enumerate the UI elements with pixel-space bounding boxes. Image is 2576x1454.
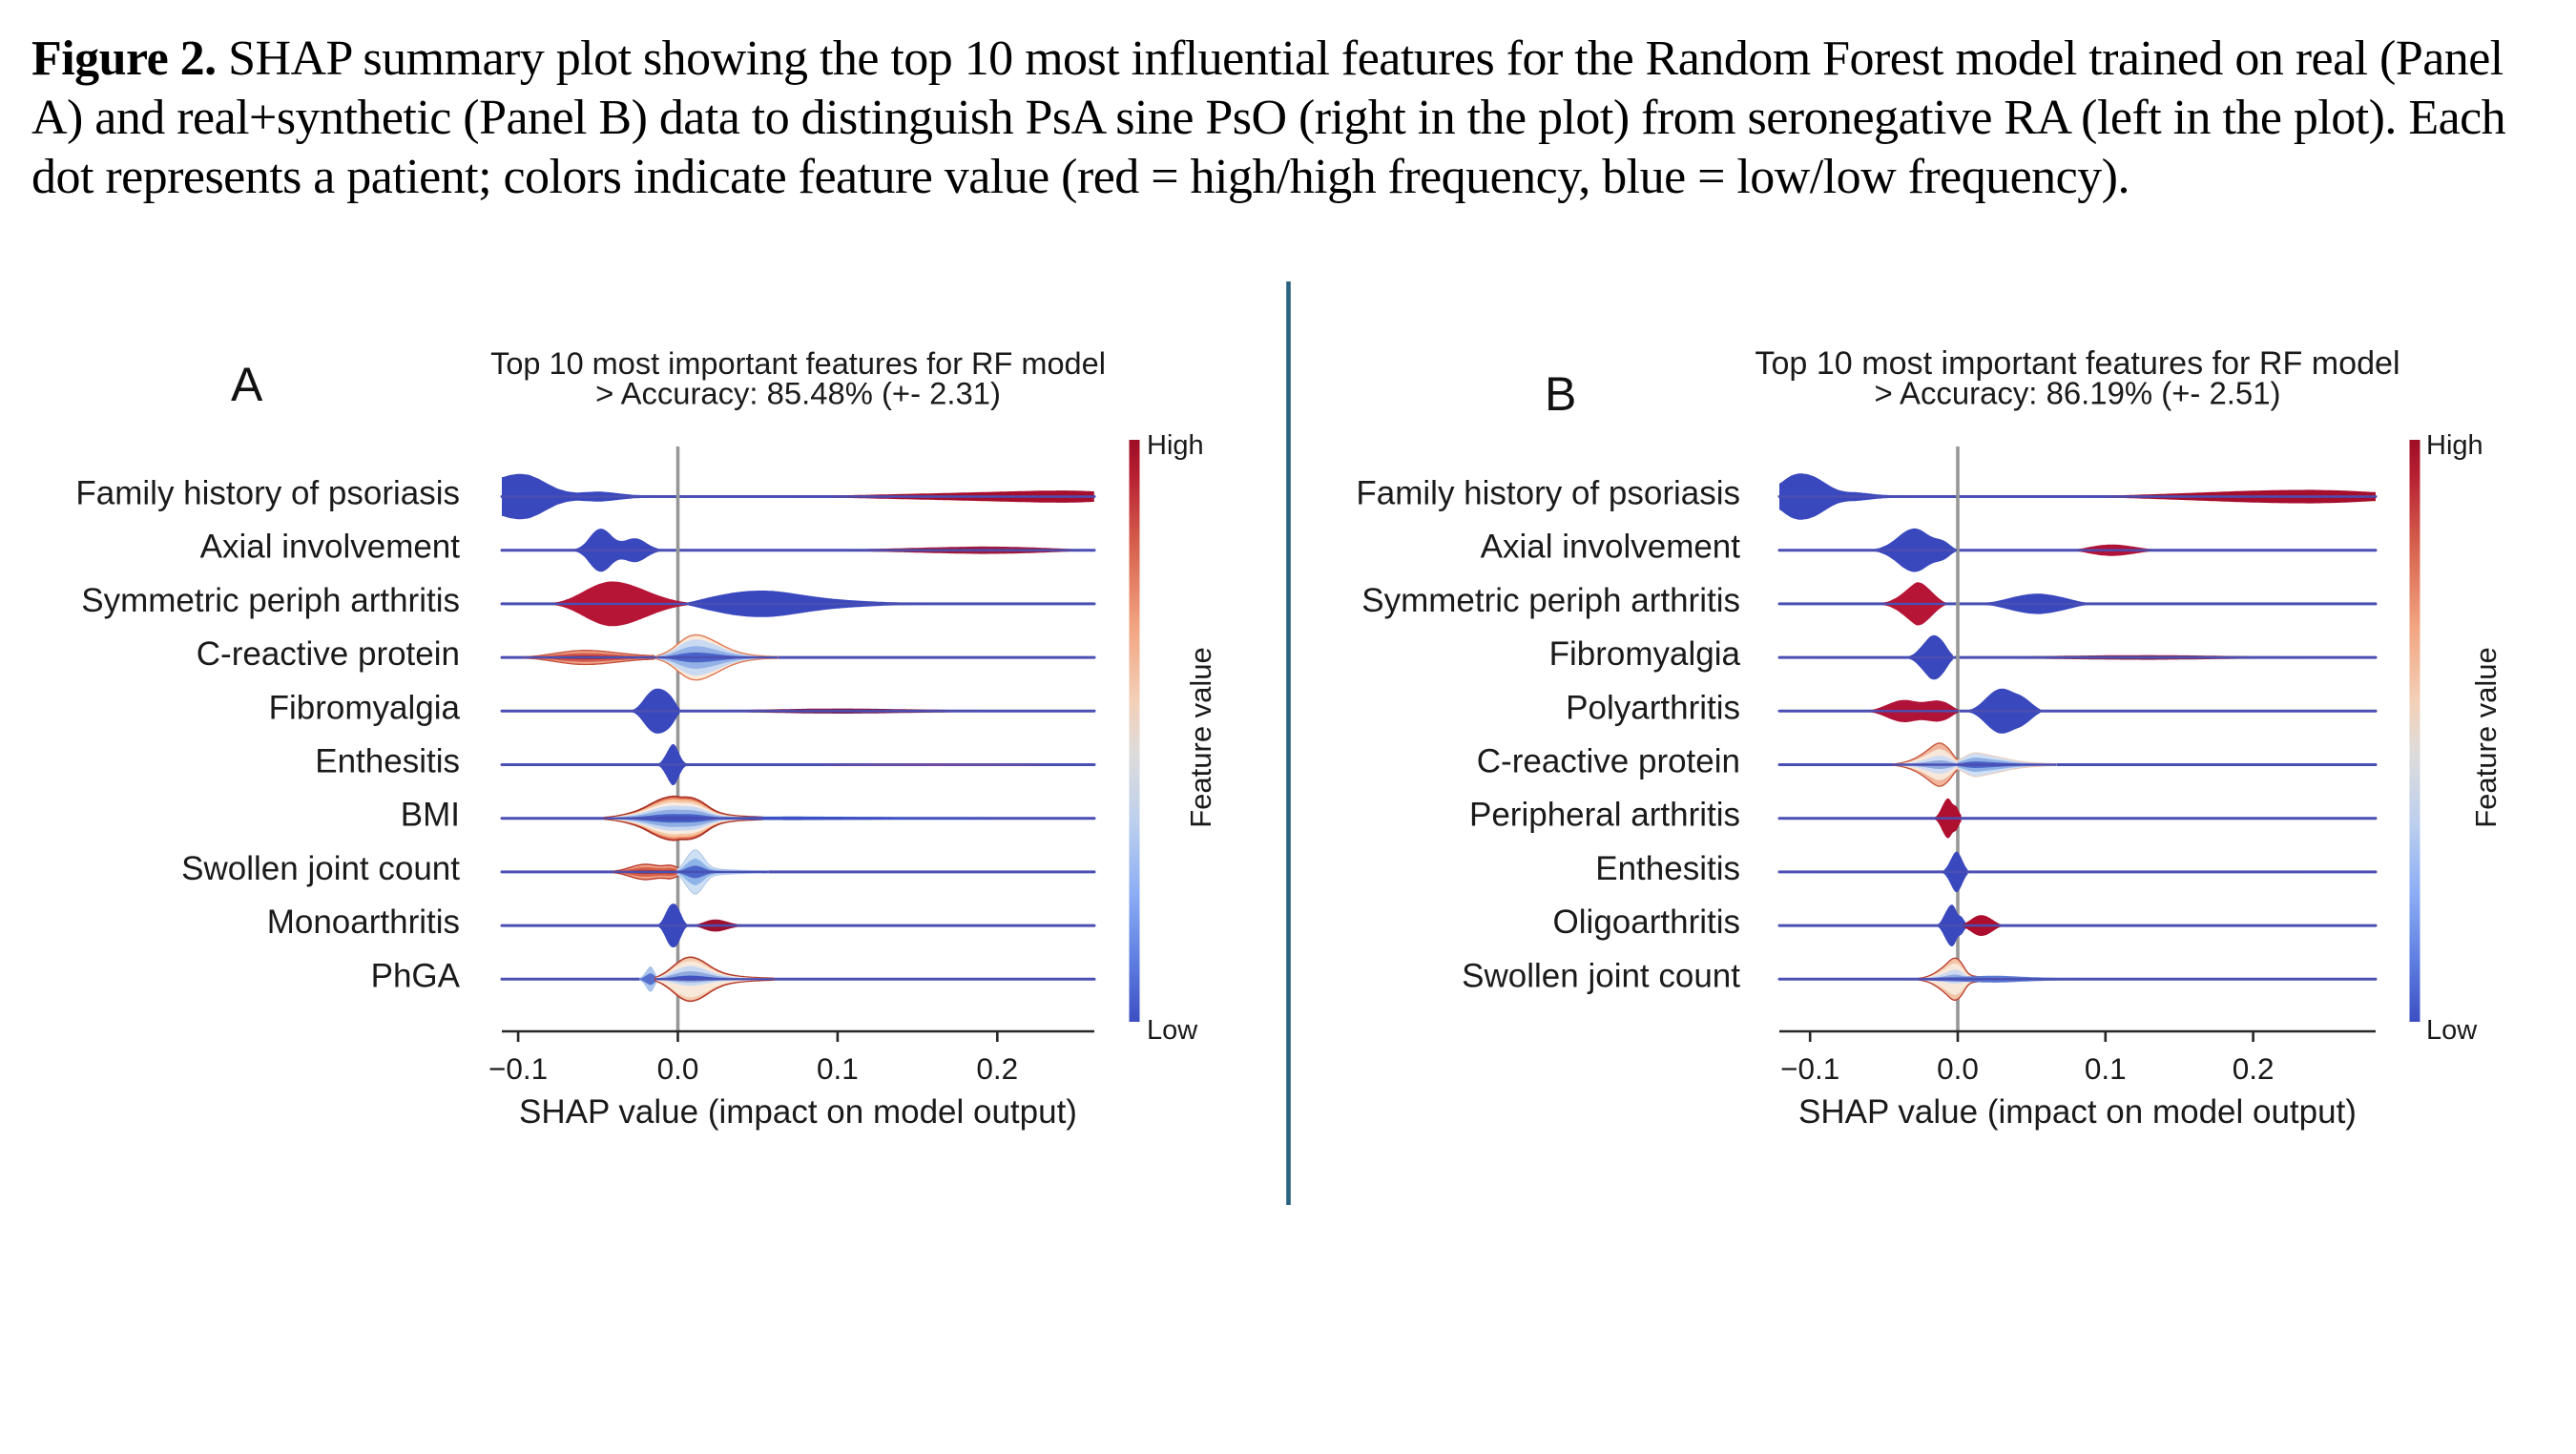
svg-text:0.2: 0.2 xyxy=(2233,1051,2275,1086)
svg-text:> Accuracy: 85.48% (+- 2.31): > Accuracy: 85.48% (+- 2.31) xyxy=(595,376,1001,411)
svg-text:Top 10 most important features: Top 10 most important features for RF mo… xyxy=(490,346,1106,381)
svg-text:Family history of psoriasis: Family history of psoriasis xyxy=(1356,475,1740,512)
svg-text:Symmetric periph arthritis: Symmetric periph arthritis xyxy=(81,582,460,619)
svg-text:Oligoarthritis: Oligoarthritis xyxy=(1553,904,1740,941)
svg-text:0.2: 0.2 xyxy=(976,1051,1018,1086)
svg-text:0.1: 0.1 xyxy=(2085,1051,2127,1086)
svg-text:Fibromyalgia: Fibromyalgia xyxy=(1549,635,1741,673)
svg-text:0.1: 0.1 xyxy=(817,1051,859,1086)
svg-text:Peripheral arthritis: Peripheral arthritis xyxy=(1469,797,1740,834)
svg-text:A: A xyxy=(231,358,263,411)
svg-text:C-reactive protein: C-reactive protein xyxy=(197,635,460,673)
svg-text:−0.1: −0.1 xyxy=(1780,1051,1839,1086)
svg-text:SHAP value (impact on model ou: SHAP value (impact on model output) xyxy=(519,1093,1077,1131)
svg-text:0.0: 0.0 xyxy=(1937,1051,1979,1086)
svg-text:Enthesitis: Enthesitis xyxy=(1595,850,1740,887)
svg-text:Enthesitis: Enthesitis xyxy=(315,743,460,780)
svg-text:High: High xyxy=(2426,430,2483,461)
svg-text:Swollen joint count: Swollen joint count xyxy=(181,850,460,887)
svg-text:Feature value: Feature value xyxy=(1184,647,1217,828)
svg-text:0.0: 0.0 xyxy=(657,1051,699,1086)
svg-text:High: High xyxy=(1147,430,1204,461)
svg-text:Low: Low xyxy=(2426,1015,2478,1046)
svg-text:Fibromyalgia: Fibromyalgia xyxy=(269,689,461,726)
svg-text:Family history of psoriasis: Family history of psoriasis xyxy=(75,475,460,512)
svg-text:Monoarthritis: Monoarthritis xyxy=(267,904,460,941)
svg-text:dot represents a patient; colo: dot represents a patient; colors indicat… xyxy=(31,150,2129,204)
svg-text:PhGA: PhGA xyxy=(371,957,461,994)
svg-text:Polyarthritis: Polyarthritis xyxy=(1566,689,1740,726)
svg-text:−0.1: −0.1 xyxy=(488,1051,548,1086)
svg-text:Axial involvement: Axial involvement xyxy=(200,529,461,566)
svg-text:A) and real+synthetic (Panel B: A) and real+synthetic (Panel B) data to … xyxy=(31,91,2506,145)
svg-text:C-reactive protein: C-reactive protein xyxy=(1477,743,1740,780)
svg-text:B: B xyxy=(1545,367,1576,421)
svg-text:BMI: BMI xyxy=(401,797,460,834)
svg-text:Low: Low xyxy=(1147,1015,1198,1046)
svg-text:Symmetric periph arthritis: Symmetric periph arthritis xyxy=(1361,582,1740,619)
svg-text:> Accuracy: 86.19% (+- 2.51): > Accuracy: 86.19% (+- 2.51) xyxy=(1875,376,2281,411)
svg-text:Feature value: Feature value xyxy=(2469,647,2503,828)
svg-text:Top 10 most important features: Top 10 most important features for RF mo… xyxy=(1755,345,2399,382)
svg-text:Figure 2. SHAP summary plot sh: Figure 2. SHAP summary plot showing the … xyxy=(31,31,2503,86)
svg-text:Swollen joint count: Swollen joint count xyxy=(1462,957,1740,994)
svg-text:SHAP value (impact on model ou: SHAP value (impact on model output) xyxy=(1798,1093,2357,1131)
svg-text:Axial involvement: Axial involvement xyxy=(1481,529,1741,566)
